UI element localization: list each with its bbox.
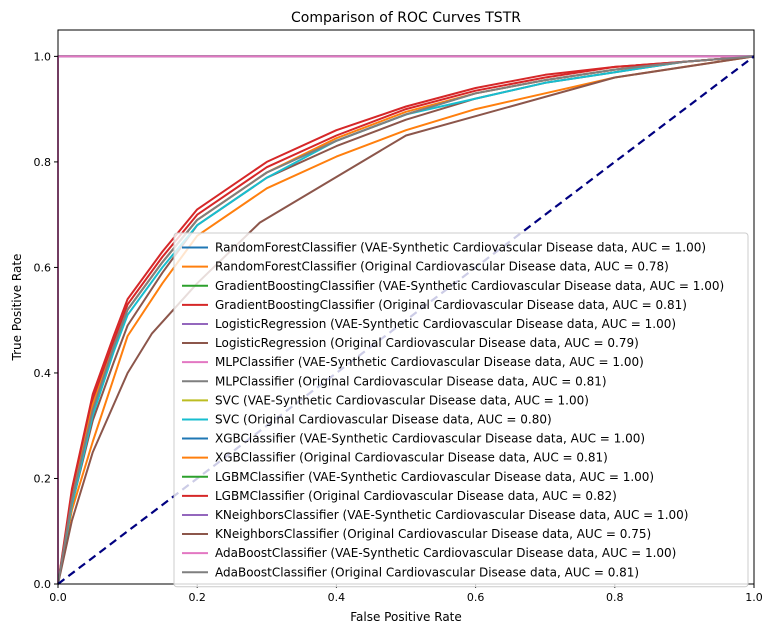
roc-curve-13 <box>57 55 755 585</box>
legend-label: MLPClassifier (VAE-Synthetic Cardiovascu… <box>215 355 644 369</box>
legend-label: GradientBoostingClassifier (VAE-Syntheti… <box>215 279 724 293</box>
legend-label: KNeighborsClassifier (VAE-Synthetic Card… <box>215 508 688 522</box>
axis-ticks: 0.0 0.2 0.4 0.6 0.8 1.0 0.0 0.2 0.4 0.6 0.8 1.0 <box>34 50 763 604</box>
legend-label: RandomForestClassifier (VAE-Synthetic Ca… <box>215 241 706 255</box>
x-tick-label: 0.0 <box>49 591 67 604</box>
y-tick-label: 0.8 <box>34 156 52 169</box>
x-tick-label: 1.0 <box>745 591 763 604</box>
chart-title: Comparison of ROC Curves TSTR <box>291 10 521 26</box>
y-tick-label: 0.4 <box>34 367 52 380</box>
y-tick-label: 0.2 <box>34 472 52 485</box>
y-tick-label: 0.6 <box>34 261 52 274</box>
roc-curve-9 <box>57 55 755 585</box>
x-tick-label: 0.2 <box>188 591 206 604</box>
legend-label: AdaBoostClassifier (VAE-Synthetic Cardio… <box>215 546 676 560</box>
legend: RandomForestClassifier (VAE-Synthetic Ca… <box>173 232 749 588</box>
legend-label: LogisticRegression (VAE-Synthetic Cardio… <box>215 317 676 331</box>
legend-label: SVC (VAE-Synthetic Cardiovascular Diseas… <box>215 393 589 407</box>
legend-label: XGBClassifier (VAE-Synthetic Cardiovascu… <box>215 432 645 446</box>
legend-label: KNeighborsClassifier (Original Cardiovas… <box>215 527 651 541</box>
y-tick-label: 1.0 <box>34 50 52 63</box>
legend-label: SVC (Original Cardiovascular Disease dat… <box>215 412 552 426</box>
roc-curve-1 <box>57 55 755 585</box>
legend-label: LGBMClassifier (VAE-Synthetic Cardiovasc… <box>215 470 654 484</box>
legend-label: AdaBoostClassifier (Original Cardiovascu… <box>215 565 639 579</box>
x-axis-title: False Positive Rate <box>350 610 462 624</box>
legend-box <box>173 232 749 588</box>
x-tick-label: 0.4 <box>328 591 346 604</box>
legend-label: RandomForestClassifier (Original Cardiov… <box>215 260 669 274</box>
y-axis-title: True Positive Rate <box>10 254 24 362</box>
legend-label: GradientBoostingClassifier (Original Car… <box>215 298 687 312</box>
legend-label: MLPClassifier (Original Cardiovascular D… <box>215 374 607 388</box>
x-tick-label: 0.8 <box>606 591 624 604</box>
x-tick-label: 0.6 <box>467 591 485 604</box>
legend-label: XGBClassifier (Original Cardiovascular D… <box>215 451 608 465</box>
roc-curve-17 <box>57 55 755 585</box>
legend-label: LogisticRegression (Original Cardiovascu… <box>215 336 639 350</box>
y-tick-label: 0.0 <box>34 578 52 591</box>
legend-label: LGBMClassifier (Original Cardiovascular … <box>215 489 617 503</box>
